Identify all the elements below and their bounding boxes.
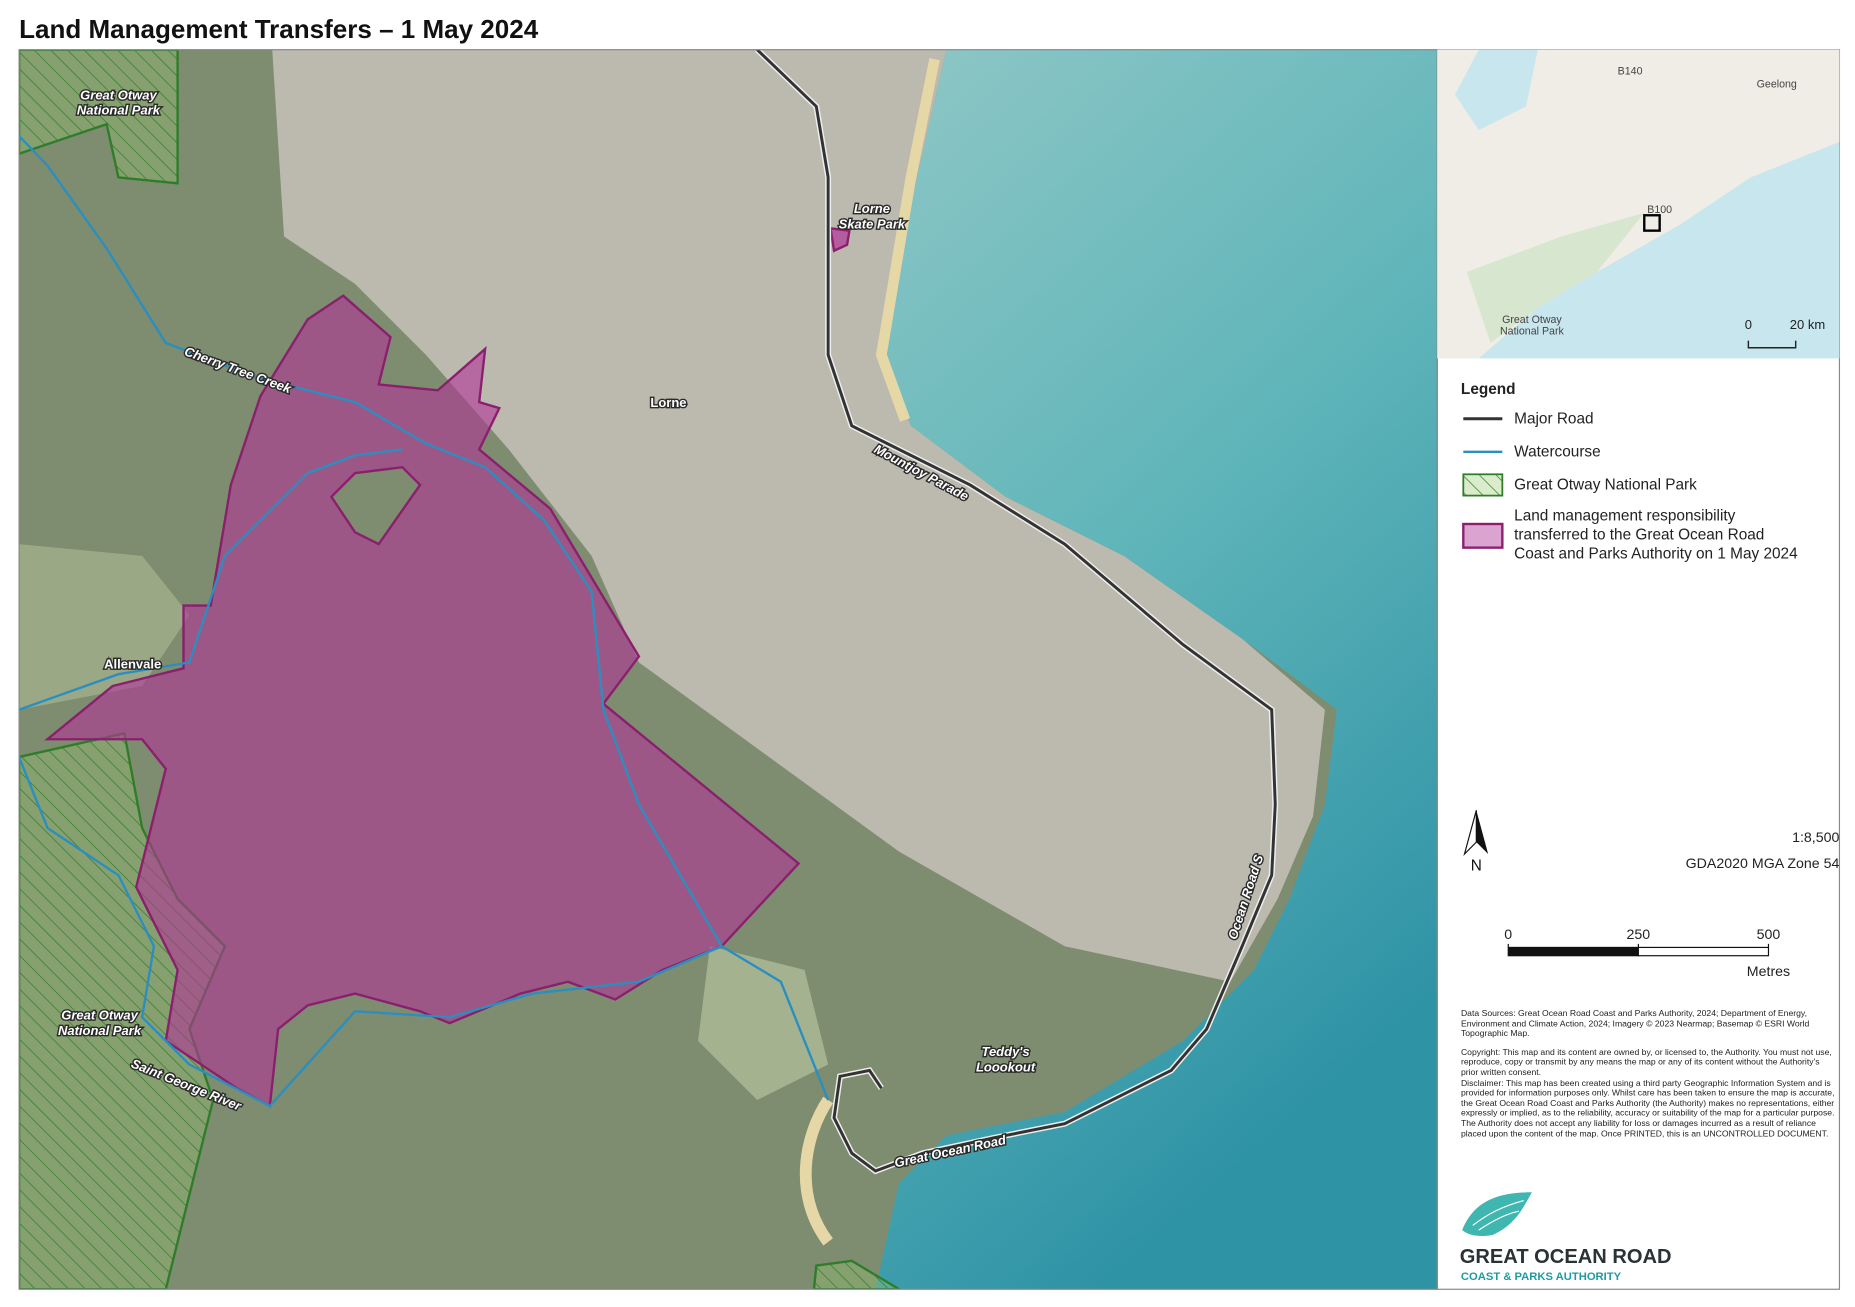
scale-unit: Metres (1747, 964, 1790, 980)
label-line: Great Otway (80, 87, 157, 102)
watercourse (19, 448, 403, 711)
national-park (812, 1259, 902, 1290)
map-label: Teddy's Loookout (976, 1044, 1036, 1074)
inset-scale-label: 0 (1745, 317, 1752, 332)
label-line: National Park (58, 1023, 142, 1038)
legend-symbol (1462, 522, 1504, 549)
logo: GREAT OCEAN ROAD COAST & PARKS AUTHORITY (1460, 1192, 1672, 1283)
scale-bar: 0 250 500 Metres (1504, 927, 1790, 980)
map-label: Allenvale (104, 656, 161, 671)
map-label: Lorne (650, 395, 686, 410)
map-label: Great Otway National Park (58, 1008, 142, 1038)
national-park (19, 49, 179, 185)
beach (799, 1096, 834, 1246)
watercourse (19, 135, 830, 1101)
scale-segment (1637, 946, 1770, 957)
data-sources: Data Sources: Great Ocean Road Coast and… (1460, 1008, 1810, 1039)
label-line: Land management responsibility (1514, 507, 1735, 524)
disclaimer: Disclaimer: This map has been created us… (1460, 1077, 1835, 1139)
legend-title: Legend (1461, 381, 1516, 398)
inset-scale-label: 20 km (1790, 317, 1825, 332)
copyright: Copyright: This map and its content are … (1460, 1046, 1832, 1078)
scale-segment (1507, 946, 1639, 957)
label-line: Lorne (854, 201, 890, 216)
label-line: National Park (77, 103, 161, 118)
label-line: Great Otway (61, 1008, 138, 1023)
logo-sub: COAST & PARKS AUTHORITY (1461, 1271, 1622, 1283)
legend-label: Major Road (1514, 410, 1593, 427)
label-line: Loookout (976, 1060, 1036, 1075)
scale-ratio: 1:8,500 (1792, 830, 1839, 846)
sea (875, 49, 1438, 1290)
logo-mark (1462, 1192, 1532, 1236)
town-area (272, 49, 1325, 982)
inset-label: Great Otway National Park (1500, 314, 1564, 338)
legend-label: Land management responsibility transferre… (1514, 507, 1798, 562)
logo-name: GREAT OCEAN ROAD (1460, 1246, 1672, 1268)
clearing (698, 946, 829, 1101)
notes-box: Data Sources: Great Ocean Road Coast and… (1461, 1009, 1837, 1139)
map-label: Lorne Skate Park (839, 201, 906, 231)
map-frame: Great Otway National Park Great Otway Nati… (19, 49, 1438, 1290)
transfer-area (44, 294, 801, 1108)
projection: GDA2020 MGA Zone 54 (1686, 856, 1840, 872)
inset-locator (1643, 214, 1661, 232)
legend: Legend Major Road Watercourse Great Otwa… (1461, 381, 1798, 562)
scale-tick-label: 0 (1504, 927, 1512, 943)
label-line: Great Otway (1502, 314, 1562, 326)
transfer-area (829, 226, 851, 253)
major-road (756, 49, 1277, 1173)
title: Land Management Transfers – 1 May 2024 (19, 14, 539, 44)
north-arrow-shape (1463, 810, 1477, 856)
map-label: Great Otway National Park (77, 87, 161, 117)
north-arrow-shape (1476, 810, 1489, 854)
logo-mark (1472, 1199, 1524, 1231)
legend-symbol (1462, 473, 1504, 497)
legend-label: Great Otway National Park (1514, 477, 1697, 494)
label-line: transferred to the Great Ocean Road (1514, 526, 1764, 543)
inset-map: B140 Geelong B100 Great Otway National Pa… (1437, 49, 1840, 359)
north-arrow: N (1463, 810, 1489, 875)
inset-park (1466, 212, 1645, 344)
notes: Data Sources: Great Ocean Road Coast and… (1461, 1009, 1837, 1139)
north-label: N (1471, 858, 1482, 875)
watercourse (19, 756, 723, 1108)
label-line: Teddy's (982, 1044, 1030, 1059)
label-line: National Park (1500, 326, 1564, 338)
inset-scale-bar (1747, 340, 1797, 349)
inset-label: B100 (1647, 204, 1672, 216)
legend-label: Watercourse (1514, 444, 1601, 461)
label-line: Coast and Parks Authority on 1 May 2024 (1514, 545, 1798, 562)
scale-tick-label: 500 (1757, 927, 1781, 943)
inset-label: B140 (1618, 66, 1643, 78)
inset-bay (1455, 49, 1538, 131)
label-line: Skate Park (839, 216, 906, 231)
inset-label: Geelong (1757, 79, 1797, 91)
scale-tick-label: 250 (1627, 927, 1651, 943)
beach (875, 58, 940, 422)
